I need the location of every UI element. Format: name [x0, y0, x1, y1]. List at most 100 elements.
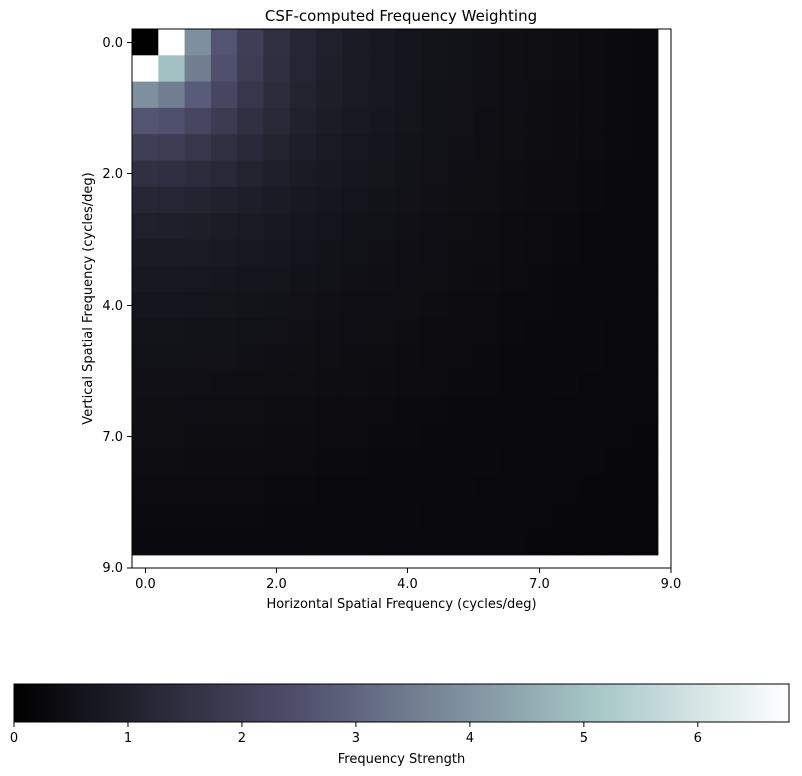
- heatmap-cell: [184, 107, 212, 135]
- heatmap-cell: [395, 239, 422, 267]
- heatmap-cell: [552, 81, 580, 109]
- colorbar-tick-label: 3: [352, 731, 360, 746]
- heatmap-cell: [421, 370, 448, 398]
- heatmap-cell: [579, 292, 606, 319]
- heatmap-cell: [158, 292, 185, 319]
- heatmap-cell: [447, 81, 475, 109]
- heatmap-cell: [526, 423, 554, 451]
- heatmap-cell: [631, 476, 659, 503]
- heatmap-cell: [473, 239, 501, 267]
- heatmap-cell: [526, 239, 554, 267]
- heatmap-cell: [605, 265, 633, 293]
- heatmap-cell: [421, 449, 448, 477]
- heatmap-cell: [447, 239, 475, 267]
- heatmap-cell: [158, 370, 185, 398]
- heatmap-cell: [210, 476, 238, 503]
- heatmap-cell: [184, 344, 212, 372]
- heatmap-cell: [210, 265, 238, 293]
- heatmap-cell: [631, 528, 659, 556]
- heatmap-cell: [342, 344, 370, 372]
- heatmap-cell: [447, 370, 475, 398]
- heatmap-cell: [473, 344, 501, 372]
- heatmap-cell: [421, 397, 448, 424]
- colorbar-tick-label: 6: [694, 731, 702, 746]
- heatmap-cell: [158, 186, 185, 214]
- heatmap-cell: [158, 81, 185, 109]
- heatmap-cell: [237, 55, 264, 82]
- heatmap-cell: [184, 186, 212, 214]
- heatmap-cell: [210, 423, 238, 451]
- heatmap-cell: [316, 476, 343, 503]
- heatmap-cell: [132, 29, 159, 56]
- heatmap-cell: [552, 186, 580, 214]
- heatmap-cell: [552, 134, 580, 161]
- heatmap-cell: [158, 397, 185, 424]
- heatmap-cell: [342, 55, 370, 82]
- heatmap-cell: [500, 160, 527, 188]
- heatmap-cell: [421, 29, 448, 56]
- heatmap-cell: [237, 502, 264, 530]
- heatmap-cell: [237, 476, 264, 503]
- heatmap-cell: [605, 344, 633, 372]
- heatmap-cell: [316, 423, 343, 451]
- heatmap-cell: [263, 423, 291, 451]
- heatmap-cell: [342, 81, 370, 109]
- heatmap-cell: [316, 528, 343, 556]
- colorbar-ticks: 0 1 2 3 4 5 6: [10, 722, 702, 746]
- heatmap-cell: [316, 29, 343, 56]
- heatmap-cell: [289, 397, 317, 424]
- heatmap-cell: [210, 213, 238, 240]
- heatmap-cell: [342, 423, 370, 451]
- heatmap-cell: [158, 239, 185, 267]
- y-tick-label: 9.0: [102, 561, 123, 576]
- heatmap-cell: [368, 344, 396, 372]
- heatmap-cell: [158, 423, 185, 451]
- colorbar-tick-label: 5: [580, 731, 588, 746]
- colorbar-tick-label: 0: [10, 731, 18, 746]
- heatmap-cell: [447, 55, 475, 82]
- heatmap-cell: [605, 160, 633, 188]
- heatmap-cell: [526, 318, 554, 345]
- heatmap-cell: [473, 81, 501, 109]
- heatmap-cell: [447, 265, 475, 293]
- heatmap-cell: [158, 160, 185, 188]
- heatmap-cell: [526, 134, 554, 161]
- heatmap-cell: [368, 81, 396, 109]
- heatmap-cell: [184, 134, 212, 161]
- heatmap-cell: [210, 134, 238, 161]
- heatmap-cell: [316, 107, 343, 135]
- heatmap-cell: [631, 370, 659, 398]
- heatmap-cell: [631, 318, 659, 345]
- heatmap-cell: [210, 344, 238, 372]
- heatmap-cell: [289, 81, 317, 109]
- heatmap-cell: [289, 502, 317, 530]
- heatmap-cell: [500, 449, 527, 477]
- heatmap-cell: [605, 370, 633, 398]
- heatmap-cell: [500, 55, 527, 82]
- heatmap-cell: [631, 55, 659, 82]
- heatmap-cell: [421, 81, 448, 109]
- plot-frame: [131, 28, 672, 569]
- heatmap-cell: [526, 370, 554, 398]
- heatmap-cell: [263, 344, 291, 372]
- heatmap-cell: [605, 81, 633, 109]
- heatmap-cell: [289, 186, 317, 214]
- heatmap-cell: [132, 160, 159, 188]
- heatmap-cell: [631, 213, 659, 240]
- heatmap-cell: [316, 239, 343, 267]
- heatmap-cell: [500, 423, 527, 451]
- heatmap-cell: [579, 423, 606, 451]
- heatmap-cell: [132, 449, 159, 477]
- heatmap-cell: [368, 29, 396, 56]
- heatmap-cell: [500, 186, 527, 214]
- heatmap-cell: [368, 134, 396, 161]
- heatmap-cell: [579, 107, 606, 135]
- heatmap-cell: [605, 397, 633, 424]
- heatmap-cell: [289, 134, 317, 161]
- heatmap-cell: [263, 239, 291, 267]
- heatmap-cell: [210, 318, 238, 345]
- heatmap-cell: [500, 292, 527, 319]
- heatmap-cell: [395, 134, 422, 161]
- heatmap-cell: [184, 370, 212, 398]
- heatmap-cell: [605, 318, 633, 345]
